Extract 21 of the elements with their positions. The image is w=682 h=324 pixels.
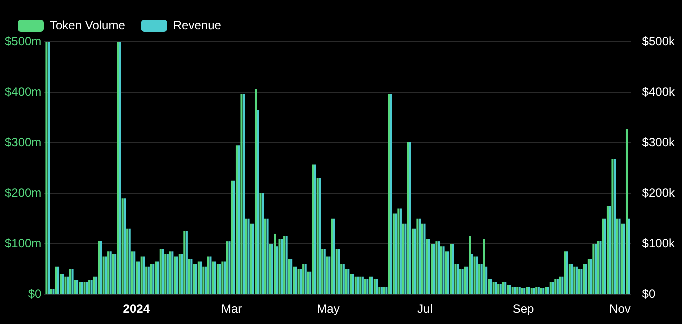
x-tick-label: Jul xyxy=(418,302,433,316)
y-tick-label: $500m xyxy=(4,34,42,48)
x-tick-label: 2024 xyxy=(123,302,150,316)
y-tick-label: $0 xyxy=(28,286,42,301)
y-tick-label: $100m xyxy=(4,236,42,250)
y2-tick-label: $100k xyxy=(642,236,676,250)
y-tick-label: $300m xyxy=(4,135,42,150)
x-tick-label: May xyxy=(317,302,340,316)
legend-label: Token Volume xyxy=(50,18,126,32)
y2-tick-label: $300k xyxy=(642,135,676,150)
y-tick-label: $400m xyxy=(4,84,42,99)
x-tick-label: Mar xyxy=(221,302,242,316)
x-tick-label: Sep xyxy=(512,302,534,316)
legend-label: Revenue xyxy=(173,18,222,32)
x-tick-label: Nov xyxy=(610,302,631,316)
y2-tick-label: $200k xyxy=(642,186,676,200)
bar xyxy=(626,129,628,294)
y2-tick-label: $500k xyxy=(642,34,676,48)
y-tick-label: $200m xyxy=(4,186,42,200)
y2-tick-label: $400k xyxy=(642,84,676,99)
y2-tick-label: $0 xyxy=(642,286,656,301)
